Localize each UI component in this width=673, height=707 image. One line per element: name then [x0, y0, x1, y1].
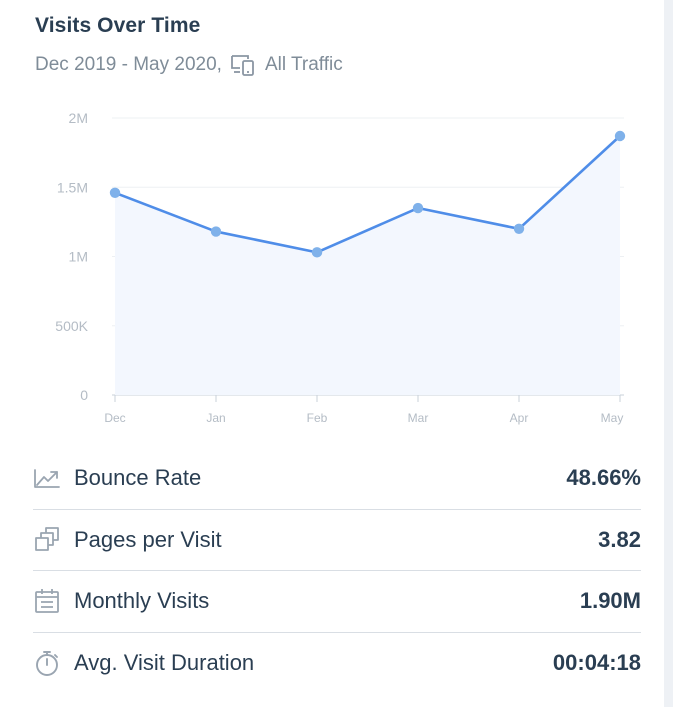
x-tick-label: Apr	[510, 411, 529, 425]
stopwatch-icon	[33, 649, 61, 677]
series-line	[114, 135, 621, 254]
metric-label: Pages per Visit	[74, 526, 222, 552]
metric-label: Monthly Visits	[74, 588, 210, 614]
metric-value: 48.66%	[566, 465, 641, 491]
series-area	[115, 136, 620, 395]
metric-label: Avg. Visit Duration	[74, 650, 255, 676]
x-tick-label: Jan	[206, 411, 225, 425]
card-subtitle: Dec 2019 - May 2020, All Traffic	[35, 53, 343, 77]
y-tick-label: 1.5M	[57, 179, 88, 195]
x-tick-label: Feb	[307, 411, 328, 425]
metric-row-bounce-rate: Bounce Rate 48.66%	[33, 448, 641, 510]
y-tick-label: 0	[80, 387, 88, 403]
visits-line-chart: 0 500K 1M 1.5M 2M Dec Jan Feb Mar Apr May	[0, 100, 664, 440]
metric-row-monthly-visits: Monthly Visits 1.90M	[33, 571, 641, 633]
y-tick-label: 2M	[69, 110, 88, 126]
metric-value: 1.90M	[579, 588, 641, 614]
x-tick-label: Mar	[408, 411, 429, 425]
metric-value: 00:04:18	[552, 650, 641, 676]
trend-arrow-icon	[33, 464, 61, 492]
chart-svg: 0 500K 1M 1.5M 2M Dec Jan Feb Mar Apr May	[55, 110, 626, 425]
page-background-rail	[664, 0, 673, 707]
date-range: Dec 2019 - May 2020,	[35, 54, 222, 75]
traffic-filter: All Traffic	[264, 54, 343, 75]
metric-value: 3.82	[598, 526, 641, 552]
devices-icon	[230, 53, 256, 77]
stacked-pages-icon	[33, 526, 61, 554]
data-point	[513, 223, 525, 234]
data-point	[311, 247, 323, 258]
data-point	[614, 130, 626, 142]
metric-label: Bounce Rate	[74, 465, 202, 491]
card-title: Visits Over Time	[35, 14, 201, 37]
metric-row-avg-visit-duration: Avg. Visit Duration 00:04:18	[33, 633, 641, 695]
y-tick-label: 1M	[69, 249, 88, 265]
y-tick-label: 500K	[55, 318, 88, 334]
data-point	[109, 187, 121, 198]
engagement-metrics: Bounce Rate 48.66% Pages per Visit 3.82	[33, 448, 641, 694]
calendar-icon	[33, 587, 61, 615]
metric-row-pages-per-visit: Pages per Visit 3.82	[33, 510, 641, 571]
x-tick-label: Dec	[104, 411, 125, 425]
data-point	[412, 202, 424, 214]
x-tick-label: May	[601, 411, 624, 425]
data-point	[210, 226, 222, 237]
